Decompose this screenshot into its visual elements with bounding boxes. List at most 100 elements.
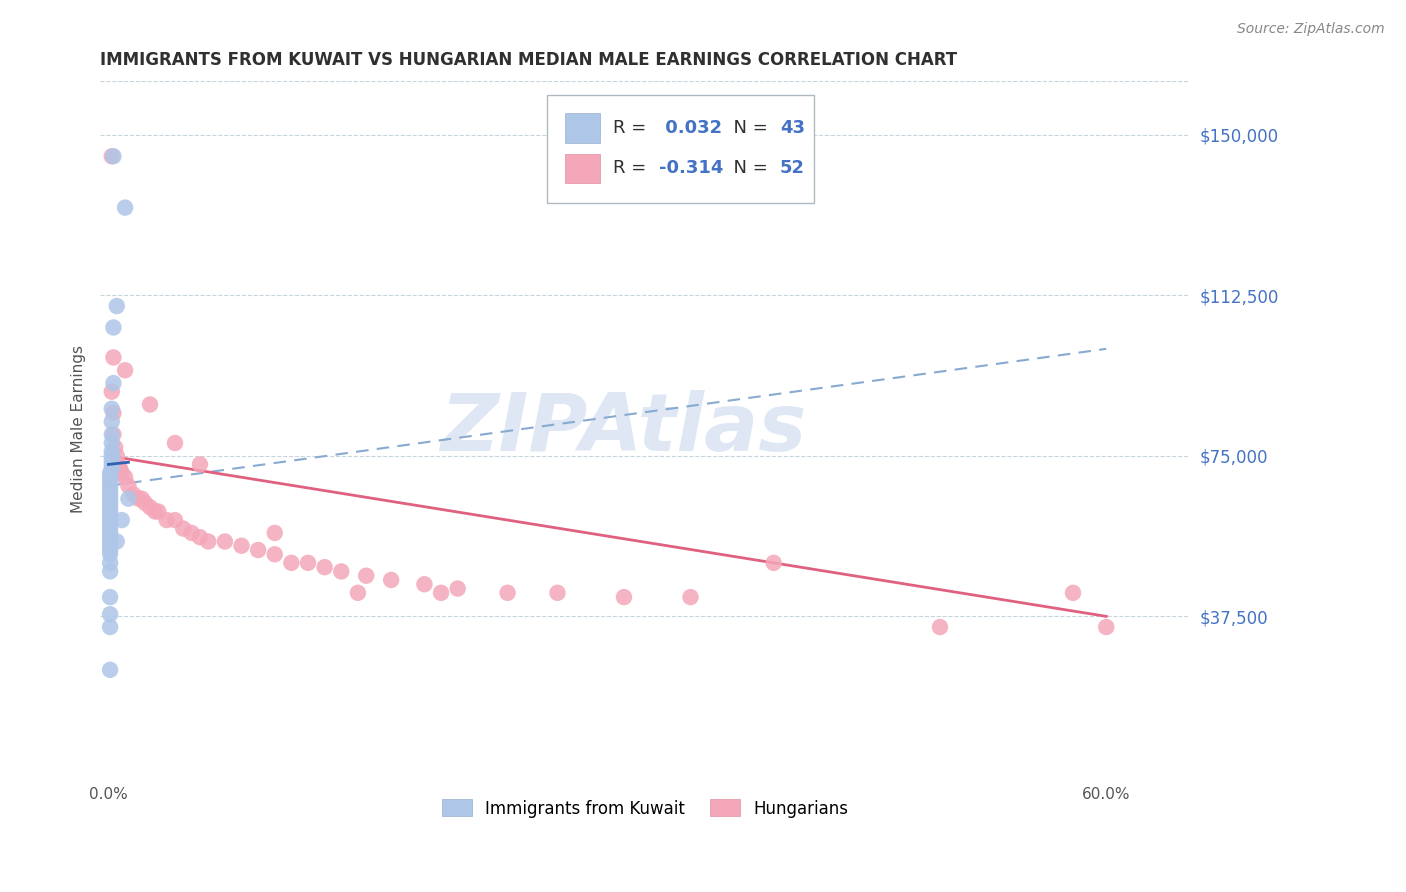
Point (546, 586, 568, 600)
Point (114, 363, 136, 377)
Point (100, 461, 122, 475)
Point (188, 530, 211, 544)
Point (413, 577, 436, 591)
Point (263, 525, 285, 540)
Point (214, 534, 236, 549)
Point (111, 466, 134, 480)
Point (380, 573, 402, 587)
Point (100, 384, 122, 399)
Point (98, 513, 121, 527)
Text: R =: R = (613, 119, 652, 137)
Point (114, 470, 136, 484)
Point (105, 299, 128, 313)
FancyBboxPatch shape (547, 95, 814, 203)
Point (297, 556, 319, 570)
Point (105, 534, 128, 549)
Text: ZIPAtlas: ZIPAtlas (440, 390, 806, 468)
Point (103, 320, 125, 334)
Point (98, 525, 121, 540)
Point (98, 534, 121, 549)
Point (98, 530, 121, 544)
Bar (565, 153, 600, 183)
Point (114, 201, 136, 215)
Text: 0.032: 0.032 (659, 119, 723, 137)
Point (180, 525, 202, 540)
Text: 52: 52 (780, 160, 804, 178)
Point (98, 565, 121, 579)
Point (98, 663, 121, 677)
Text: Source: ZipAtlas.com: Source: ZipAtlas.com (1237, 22, 1385, 37)
Point (613, 590, 636, 604)
Text: -0.314: -0.314 (659, 160, 723, 178)
Point (100, 449, 122, 463)
Point (280, 556, 302, 570)
Point (1095, 620, 1118, 634)
Point (103, 406, 125, 420)
Point (127, 491, 149, 506)
Point (131, 491, 153, 506)
Point (100, 453, 122, 467)
Point (330, 565, 353, 579)
Point (347, 586, 370, 600)
Point (98, 539, 121, 553)
Point (139, 397, 162, 411)
Point (98, 547, 121, 561)
Point (98, 491, 121, 506)
Text: N =: N = (723, 160, 773, 178)
Point (163, 436, 186, 450)
Point (100, 415, 122, 429)
Point (100, 436, 122, 450)
Point (107, 458, 129, 472)
Point (108, 461, 131, 475)
Point (247, 543, 270, 558)
Point (98, 496, 121, 510)
Point (163, 513, 186, 527)
Point (98, 508, 121, 523)
Point (679, 590, 702, 604)
Point (98, 607, 121, 622)
Point (430, 586, 453, 600)
Point (98, 475, 121, 489)
Point (98, 522, 121, 536)
Y-axis label: Median Male Earnings: Median Male Earnings (72, 345, 86, 513)
Point (98, 590, 121, 604)
Bar (565, 113, 600, 143)
Point (100, 458, 122, 472)
Point (98, 466, 121, 480)
Point (354, 568, 377, 582)
Point (117, 479, 139, 493)
Point (111, 513, 134, 527)
Point (447, 582, 470, 596)
Point (139, 500, 162, 515)
Point (117, 491, 139, 506)
Point (98, 620, 121, 634)
Point (762, 556, 785, 570)
Point (143, 504, 166, 518)
Point (98, 500, 121, 515)
Point (103, 351, 125, 365)
Point (104, 440, 127, 454)
Point (103, 376, 125, 390)
Point (1062, 586, 1084, 600)
Point (148, 504, 170, 518)
Legend: Immigrants from Kuwait, Hungarians: Immigrants from Kuwait, Hungarians (434, 793, 855, 824)
Point (98, 470, 121, 484)
Point (314, 560, 336, 574)
Point (103, 149, 125, 163)
Point (156, 513, 179, 527)
Point (172, 522, 194, 536)
Point (100, 401, 122, 416)
Point (105, 449, 128, 463)
Point (98, 543, 121, 558)
Point (929, 620, 952, 634)
Point (496, 586, 519, 600)
Point (103, 427, 125, 442)
Point (263, 547, 285, 561)
Point (188, 458, 211, 472)
Point (98, 504, 121, 518)
Point (134, 496, 156, 510)
Point (197, 534, 219, 549)
Point (100, 427, 122, 442)
Text: R =: R = (613, 160, 652, 178)
Point (100, 149, 122, 163)
